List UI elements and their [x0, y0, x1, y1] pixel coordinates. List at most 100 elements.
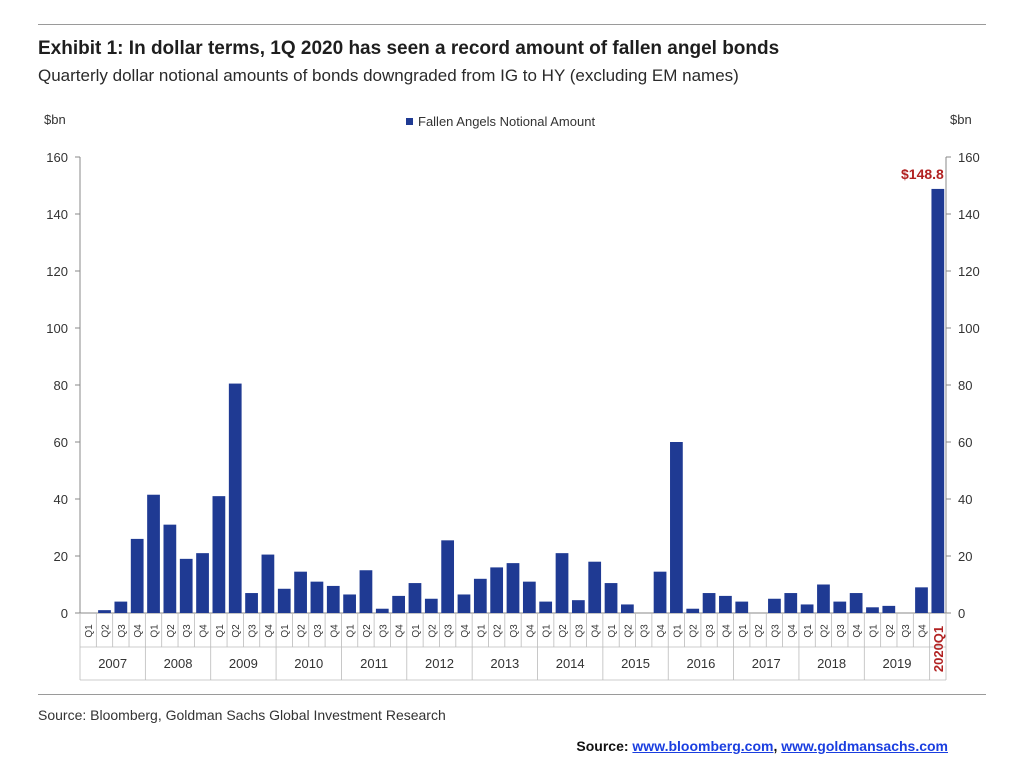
quarter-label: Q4: [525, 624, 536, 638]
bar: [277, 588, 291, 613]
bar: [931, 188, 945, 614]
bar: [359, 570, 373, 613]
quarter-label: Q4: [460, 624, 471, 638]
bar: [343, 594, 356, 613]
quarter-label: Q3: [182, 624, 193, 638]
year-label: 2018: [817, 656, 846, 671]
year-label: 2015: [621, 656, 650, 671]
quarter-label: Q4: [133, 624, 144, 638]
quarter-label: Q4: [199, 624, 210, 638]
quarter-label: Q1: [280, 624, 291, 638]
peak-annotation: $148.8: [901, 166, 944, 182]
right-tick-label: 140: [958, 207, 980, 222]
right-tick-label: 160: [958, 150, 980, 165]
bar: [245, 593, 258, 613]
right-tick-label: 40: [958, 492, 972, 507]
source-links: Source: www.bloomberg.com, www.goldmansa…: [576, 738, 948, 754]
left-tick-label: 120: [46, 264, 68, 279]
quarter-label: Q2: [362, 624, 373, 638]
quarter-label: Q1: [346, 624, 357, 638]
quarter-label: Q3: [444, 624, 455, 638]
bar: [866, 607, 879, 613]
bar: [800, 604, 814, 613]
bar: [539, 601, 553, 613]
bar: [441, 540, 455, 613]
bar: [179, 558, 193, 613]
quarter-label: Q1: [672, 624, 683, 638]
bar: [719, 595, 732, 613]
bar: [473, 578, 487, 613]
bar: [817, 584, 830, 613]
bar: [588, 561, 602, 613]
bar: [294, 571, 307, 613]
quarter-label: Q2: [558, 624, 569, 638]
right-tick-label: 100: [958, 321, 980, 336]
quarter-label: Q3: [378, 624, 389, 638]
quarter-label: Q3: [770, 624, 781, 638]
bar: [130, 538, 144, 613]
year-label: 2016: [686, 656, 715, 671]
bar: [849, 593, 863, 613]
left-tick-label: 100: [46, 321, 68, 336]
quarter-label: Q3: [117, 624, 128, 638]
year-label: 2008: [164, 656, 193, 671]
chart-title: Exhibit 1: In dollar terms, 1Q 2020 has …: [38, 38, 780, 59]
bar: [212, 496, 226, 613]
quarter-label: Q3: [901, 624, 912, 638]
left-tick-label: 40: [54, 492, 68, 507]
right-axis-unit: $bn: [950, 112, 972, 127]
quarter-label: Q2: [689, 624, 700, 638]
year-label: 2012: [425, 656, 454, 671]
bar: [915, 587, 928, 613]
left-tick-label: 60: [54, 435, 68, 450]
quarter-label: Q4: [787, 624, 798, 638]
bar: [310, 581, 324, 613]
quarter-label: Q4: [656, 624, 667, 638]
bar: [833, 601, 847, 613]
quarter-label: Q4: [852, 624, 863, 638]
quarter-label: Q1: [150, 624, 161, 638]
quarter-label: Q2: [297, 624, 308, 638]
quarter-label: Q2: [166, 624, 177, 638]
year-label: 2013: [490, 656, 519, 671]
quarter-label: Q1: [868, 624, 879, 638]
year-label: 2011: [360, 656, 388, 671]
quarter-label: Q3: [509, 624, 520, 638]
year-label: 2017: [752, 656, 781, 671]
year-label: 2007: [98, 656, 127, 671]
source-links-separator: ,: [773, 738, 782, 754]
year-label: 2014: [556, 656, 585, 671]
quarter-label: Q4: [917, 624, 928, 638]
bar: [163, 524, 177, 613]
goldmansachs-link[interactable]: www.goldmansachs.com: [781, 738, 948, 754]
quarter-label: Q2: [101, 624, 112, 638]
quarter-label: Q3: [836, 624, 847, 638]
bar: [98, 610, 111, 613]
left-tick-label: 80: [54, 378, 68, 393]
quarter-label: Q2: [754, 624, 765, 638]
bar: [784, 593, 798, 613]
bar: [147, 494, 160, 613]
left-tick-label: 160: [46, 150, 68, 165]
quarter-label: Q1: [411, 624, 422, 638]
quarter-label: Q2: [623, 624, 634, 638]
source-links-label: Source:: [576, 738, 633, 754]
quarter-label: Q1: [738, 624, 749, 638]
quarter-label: Q4: [264, 624, 275, 638]
quarter-label: Q4: [395, 624, 406, 638]
quarter-label: Q4: [721, 624, 732, 638]
year-label: 2019: [883, 656, 912, 671]
bar: [735, 601, 749, 613]
bottom-rule: [38, 694, 986, 695]
year-label: 2009: [229, 656, 258, 671]
bloomberg-link[interactable]: www.bloomberg.com: [632, 738, 774, 754]
quarter-label: Q1: [607, 624, 618, 638]
quarter-label: Q1: [476, 624, 487, 638]
bar: [506, 563, 520, 613]
chart-subtitle: Quarterly dollar notional amounts of bon…: [38, 66, 739, 85]
quarter-label: Q2: [427, 624, 438, 638]
bar: [392, 595, 405, 613]
bar: [702, 593, 716, 613]
right-tick-label: 20: [958, 549, 972, 564]
right-tick-label: 60: [958, 435, 972, 450]
